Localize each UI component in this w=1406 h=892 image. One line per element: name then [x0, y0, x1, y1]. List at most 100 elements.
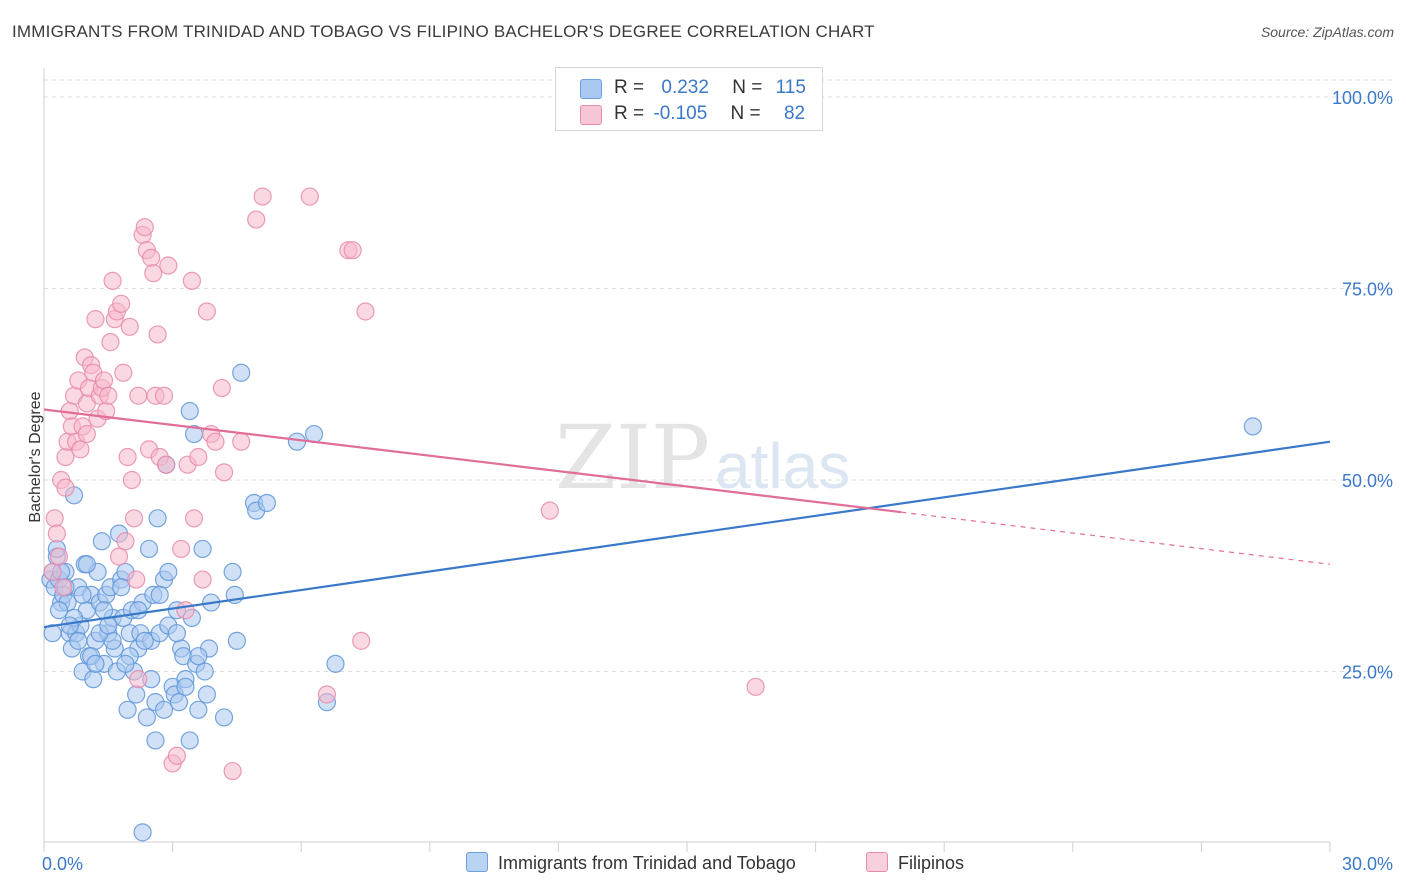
point-immigrants — [84, 670, 103, 689]
x-tick-label-start: 0.0% — [42, 854, 83, 874]
point-immigrants — [139, 539, 159, 559]
tick-labels: 25.0% 50.0% 75.0% 100.0% 0.0% 30.0% — [42, 88, 1393, 874]
point-immigrants — [146, 731, 165, 750]
trend-line-filipinos-extension — [901, 511, 1331, 565]
point-filipinos — [232, 432, 251, 451]
point-filipinos — [109, 547, 129, 566]
point-filipinos — [127, 570, 146, 589]
legend-n-label: N = — [732, 77, 763, 98]
y-tick-label: 100.0% — [1332, 88, 1393, 108]
point-immigrants — [197, 685, 216, 704]
point-filipinos — [86, 310, 105, 329]
point-filipinos — [184, 509, 204, 528]
point-filipinos — [101, 333, 120, 352]
point-filipinos — [54, 578, 73, 597]
point-immigrants — [43, 624, 62, 643]
trend-line-immigrants — [43, 440, 1331, 629]
point-filipinos — [47, 524, 66, 543]
point-immigrants — [127, 685, 146, 704]
point-filipinos — [148, 325, 167, 344]
chart-title: IMMIGRANTS FROM TRINIDAD AND TOBAGO VS F… — [12, 22, 875, 41]
y-tick-label: 50.0% — [1342, 471, 1393, 491]
point-immigrants — [148, 509, 167, 528]
point-filipinos — [356, 302, 375, 321]
point-immigrants — [150, 585, 169, 605]
point-filipinos — [214, 463, 234, 482]
point-immigrants — [77, 555, 96, 574]
legend-r-label: R = — [614, 77, 645, 98]
point-filipinos — [114, 363, 133, 382]
point-immigrants — [227, 631, 246, 650]
point-filipinos — [122, 470, 141, 490]
point-immigrants — [223, 562, 242, 582]
point-immigrants — [94, 601, 114, 620]
point-filipinos — [206, 432, 225, 451]
axes — [43, 68, 1331, 852]
point-immigrants — [169, 693, 189, 712]
point-immigrants — [116, 654, 135, 673]
point-filipinos — [343, 241, 362, 260]
point-immigrants — [193, 539, 212, 559]
point-filipinos — [157, 455, 176, 474]
point-filipinos — [182, 271, 201, 290]
point-immigrants — [180, 731, 199, 750]
point-filipinos — [103, 271, 122, 290]
legend-r-value: 0.232 — [661, 77, 709, 98]
point-filipinos — [118, 447, 137, 467]
point-filipinos — [129, 670, 148, 689]
point-immigrants — [73, 585, 92, 605]
point-filipinos — [352, 631, 371, 650]
point-filipinos — [99, 386, 118, 405]
point-filipinos — [120, 317, 139, 336]
x-tick-label-end: 30.0% — [1342, 854, 1393, 874]
point-filipinos — [43, 562, 62, 582]
point-immigrants — [133, 823, 152, 842]
point-filipinos — [540, 501, 559, 520]
point-immigrants — [137, 708, 156, 727]
watermark-zip: ZIP — [555, 406, 710, 509]
point-immigrants — [189, 647, 208, 666]
point-immigrants — [189, 700, 208, 719]
point-filipinos — [223, 761, 242, 781]
point-immigrants — [167, 624, 186, 643]
point-filipinos — [45, 509, 64, 528]
bottom-legend-filipinos: Filipinos — [866, 852, 964, 874]
trend-lines — [43, 408, 1331, 629]
point-filipinos — [300, 187, 319, 206]
point-immigrants — [92, 532, 111, 551]
legend-n-value: 115 — [775, 77, 806, 98]
point-immigrants — [180, 401, 199, 421]
point-filipinos — [193, 570, 212, 589]
point-filipinos — [71, 440, 90, 459]
point-immigrants — [232, 363, 251, 382]
point-filipinos — [56, 447, 75, 467]
legend-r-value: -0.105 — [653, 103, 708, 124]
watermark-atlas: atlas — [715, 430, 850, 502]
legend-n-value: 82 — [783, 103, 806, 124]
point-filipinos — [167, 746, 186, 765]
point-immigrants — [287, 432, 307, 451]
point-filipinos — [253, 187, 272, 206]
point-filipinos — [124, 509, 144, 528]
point-immigrants — [69, 631, 88, 650]
source-label: Source: ZipAtlas.com — [1260, 24, 1394, 40]
bottom-legend-label: Filipinos — [898, 853, 965, 873]
point-immigrants — [86, 654, 105, 673]
legend-n-label: N = — [730, 103, 761, 124]
point-filipinos — [135, 218, 154, 237]
point-immigrants — [304, 424, 324, 444]
point-filipinos — [154, 386, 174, 405]
bottom-legend-immigrants: Immigrants from Trinidad and Tobago — [466, 852, 796, 874]
point-immigrants — [1243, 417, 1262, 436]
point-filipinos — [746, 677, 765, 696]
legend-r-label: R = — [614, 103, 645, 124]
point-filipinos — [94, 371, 114, 390]
point-filipinos — [77, 424, 96, 444]
bottom-legend-swatch-pink — [866, 852, 888, 872]
point-immigrants — [49, 601, 69, 620]
point-immigrants — [112, 578, 131, 597]
point-filipinos — [189, 447, 208, 467]
point-filipinos — [49, 547, 69, 566]
correlation-legend: R = 0.232 N = 115 R = -0.105 N = 82 — [555, 67, 823, 131]
